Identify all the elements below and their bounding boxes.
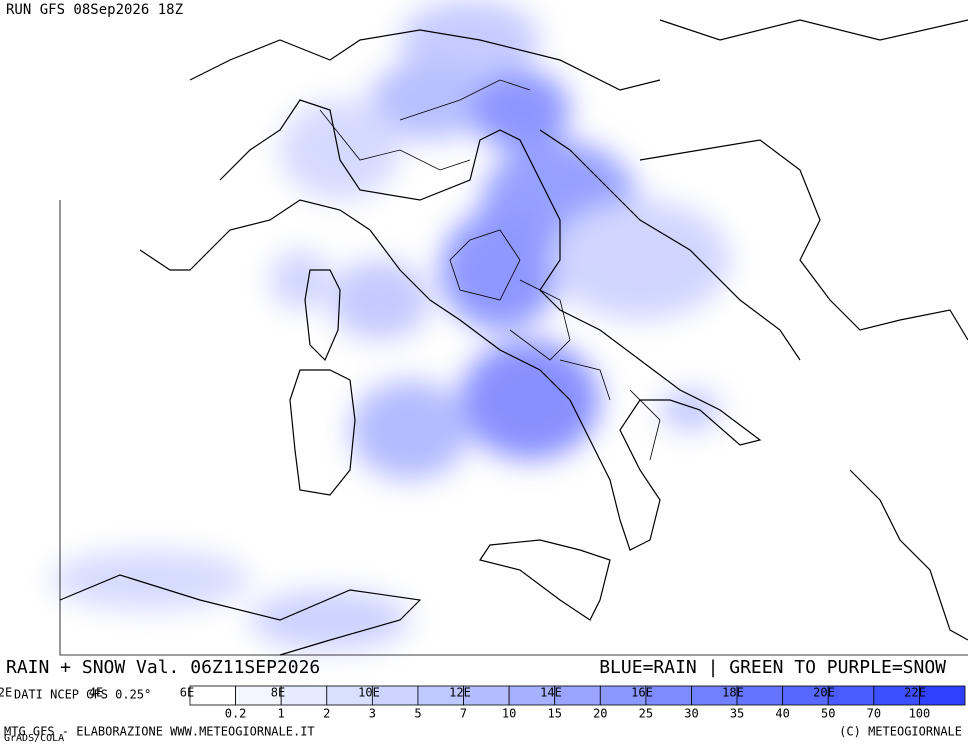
copyright: (C) METEOGIORNALE — [839, 725, 962, 739]
legend-box — [189, 685, 236, 706]
legend-box — [919, 685, 966, 706]
legend-box — [736, 685, 784, 706]
legend-value: 1 — [278, 707, 285, 721]
longitude-label: 8E — [271, 686, 285, 700]
map-key: BLUE=RAIN | GREEN TO PURPLE=SNOW — [599, 657, 946, 678]
coastlines — [59, 19, 968, 656]
legend-value: 20 — [593, 707, 607, 721]
software: GrADS/COLA — [4, 733, 64, 744]
legend-value: 15 — [547, 707, 561, 721]
legend-value: 0.2 — [225, 707, 247, 721]
legend-value: 35 — [730, 707, 744, 721]
legend-value: 7 — [460, 707, 467, 721]
run-label: RUN GFS 08Sep2026 18Z — [6, 2, 183, 18]
legend-value: 3 — [369, 707, 376, 721]
longitude-label: 6E — [180, 686, 194, 700]
legend-box — [280, 685, 328, 706]
legend-box — [827, 685, 875, 706]
legend-value: 10 — [502, 707, 516, 721]
longitude-label: 22E — [904, 686, 926, 700]
longitude-label: 14E — [540, 686, 562, 700]
legend-value: 50 — [821, 707, 835, 721]
legend-value: 30 — [684, 707, 698, 721]
longitude-label: 2E — [0, 686, 12, 700]
legend: 0.2 1 2 3 5 7 10 15 20 25 30 35 40 50 70 100 — [189, 685, 966, 721]
longitude-label: 4E — [89, 686, 103, 700]
longitude-label: 18E — [722, 686, 744, 700]
longitude-label: 12E — [449, 686, 471, 700]
longitude-label: 10E — [358, 686, 380, 700]
legend-value: 2 — [323, 707, 330, 721]
legend-value: 100 — [909, 707, 931, 721]
legend-value: 70 — [867, 707, 881, 721]
precipitation — [50, 0, 730, 650]
legend-value: 5 — [414, 707, 421, 721]
source: DATI NCEP GFS 0.25° — [14, 688, 151, 702]
longitude-label: 16E — [631, 686, 653, 700]
credit: MTG GFS - ELABORAZIONE WWW.METEOGIORNALE… — [4, 725, 315, 739]
longitude-label: 20E — [813, 686, 835, 700]
map-title: RAIN + SNOW Val. 06Z11SEP2026 — [6, 657, 320, 678]
legend-value: 25 — [639, 707, 653, 721]
legend-value: 40 — [775, 707, 789, 721]
